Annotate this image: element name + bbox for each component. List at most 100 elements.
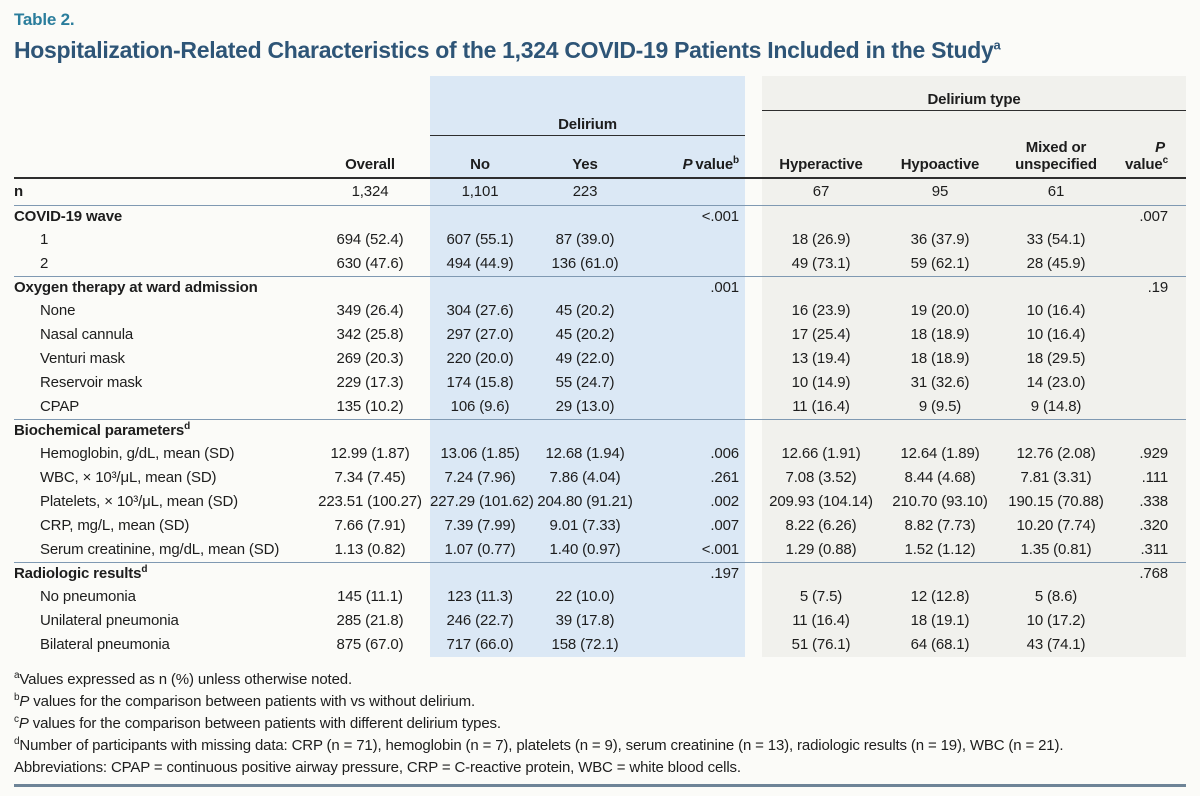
section-label-text: COVID-19 wave [14, 208, 123, 225]
cell-delirium-no: 123 (11.3) [430, 584, 530, 609]
p-italic: P [682, 155, 693, 173]
row-label: Platelets, × 10³/μL, mean (SD) [40, 493, 238, 510]
cell-overall: 7.34 (7.45) [334, 469, 406, 486]
footnote-line: bP values for the comparison between pat… [14, 691, 1186, 713]
cell-mixed-unspecified: 1.35 (0.81) [1000, 537, 1112, 562]
cell-delirium-yes: 7.86 (4.04) [530, 465, 640, 490]
footnote-marker: d [14, 735, 20, 747]
cell-delirium-no: 1,101 [430, 177, 530, 205]
gap-cell [745, 347, 762, 371]
cell-hypoactive: 31 (32.6) [880, 370, 1000, 395]
cell-p-value-b [640, 608, 745, 633]
column-header-hyperactive: Hyperactive [762, 135, 880, 179]
table-row: 1 694 (52.4) 607 (55.1) 87 (39.0) 18 (26.9) 3… [14, 227, 1187, 252]
section-label-text: Biochemical parameters [14, 422, 185, 439]
gap-cell [745, 561, 762, 585]
cell-p-value-b [640, 251, 745, 276]
cell-overall: 229 (17.3) [336, 374, 404, 391]
cell-p-value-c [1112, 394, 1187, 419]
footnote-text: Number of participants with missing data… [19, 736, 1064, 754]
cell-hyperactive: 11 (16.4) [762, 608, 880, 633]
table-row: 2 630 (47.6) 494 (44.9) 136 (61.0) 49 (73.1)… [14, 251, 1187, 277]
cell-delirium-no: 227.29 (101.62) [430, 489, 534, 514]
cell-delirium-no: 297 (27.0) [430, 322, 530, 347]
cell-hyperactive: 18 (26.9) [762, 227, 880, 252]
cell-hyperactive: 12.66 (1.91) [762, 441, 880, 466]
section-header-row: Radiologic resultsd .197 .768 [14, 561, 1187, 585]
header-spacer [14, 111, 430, 136]
p-value-c-superscript: c [1162, 154, 1169, 166]
row-label: Reservoir mask [40, 374, 143, 391]
cell-delirium-yes: 22 (10.0) [530, 584, 640, 609]
cell-delirium-no: 607 (55.1) [430, 227, 530, 252]
row-label: CPAP [40, 398, 80, 415]
cell-hyperactive: 13 (19.4) [762, 346, 880, 371]
cell-delirium-yes: 204.80 (91.21) [530, 489, 640, 514]
row-label: 2 [40, 255, 49, 272]
cell-p-value-c [1112, 251, 1187, 276]
cell-delirium-yes: 223 [530, 177, 640, 205]
gap-cell [745, 323, 762, 347]
cell-mixed-unspecified [1000, 275, 1112, 299]
cell-hypoactive: 210.70 (93.10) [880, 489, 1000, 514]
bottom-rule [14, 783, 1186, 787]
cell-p-value-b [640, 346, 745, 371]
mixed-line1: Mixed or [1025, 138, 1087, 156]
cell-mixed-unspecified: 61 [1000, 177, 1112, 205]
gap-cell [745, 178, 762, 206]
cell-delirium-yes: 39 (17.8) [530, 608, 640, 633]
cell-hyperactive: 10 (14.9) [762, 370, 880, 395]
cell-overall: 285 (21.8) [336, 612, 404, 629]
cell-mixed-unspecified [1000, 418, 1112, 442]
cell-p-value-c [1112, 370, 1187, 395]
cell-delirium-no: 717 (66.0) [430, 632, 530, 657]
cell-hyperactive: 49 (73.1) [762, 251, 880, 276]
p-italic: P [1155, 138, 1166, 156]
cell-overall: 694 (52.4) [336, 231, 404, 248]
page-title-superscript: a [993, 37, 1001, 53]
table-row: Serum creatinine, mg/dL, mean (SD) 1.13 (… [14, 537, 1187, 562]
cell-delirium-yes: 87 (39.0) [530, 227, 640, 252]
cell-overall [310, 418, 430, 442]
cell-hyperactive: 209.93 (104.14) [762, 489, 880, 514]
column-header-label [14, 135, 310, 179]
cell-p-value-b: .007 [640, 513, 745, 538]
cell-hyperactive [762, 418, 880, 442]
cell-hypoactive: 12 (12.8) [880, 584, 1000, 609]
cell-delirium-no: 304 (27.6) [430, 298, 530, 323]
cell-hypoactive [880, 275, 1000, 299]
cell-delirium-yes: 136 (61.0) [530, 251, 640, 276]
row-label: 1 [40, 231, 49, 248]
cell-mixed-unspecified: 10.20 (7.74) [1000, 513, 1112, 538]
cell-overall: 1.13 (0.82) [334, 541, 406, 558]
cell-hypoactive: 9 (9.5) [880, 394, 1000, 419]
cell-hyperactive: 1.29 (0.88) [762, 537, 880, 562]
cell-delirium-yes: 9.01 (7.33) [530, 513, 640, 538]
cell-mixed-unspecified: 14 (23.0) [1000, 370, 1112, 395]
gap-cell [745, 252, 762, 277]
column-header-mixed: Mixed or unspecified [1000, 135, 1112, 179]
cell-p-value-b [640, 227, 745, 252]
header-spacer [14, 76, 430, 111]
cell-p-value-c [1112, 346, 1187, 371]
cell-hyperactive: 8.22 (6.26) [762, 513, 880, 538]
cell-hypoactive: 12.64 (1.89) [880, 441, 1000, 466]
column-header-yes: Yes [530, 135, 640, 179]
section-header-row: Oxygen therapy at ward admission .001 .19 [14, 275, 1187, 299]
cell-mixed-unspecified: 43 (74.1) [1000, 632, 1112, 657]
cell-p-value-b: .001 [640, 275, 745, 299]
cell-hypoactive: 95 [880, 177, 1000, 205]
footnote-line: cP values for the comparison between pat… [14, 713, 1186, 735]
cell-overall: 7.66 (7.91) [334, 517, 406, 534]
footnote-line: dNumber of participants with missing dat… [14, 735, 1186, 757]
p-value-word: value [695, 155, 734, 173]
cell-delirium-no [430, 275, 530, 299]
cell-hyperactive: 16 (23.9) [762, 298, 880, 323]
section-label-superscript: d [141, 564, 148, 575]
cell-hyperactive [762, 275, 880, 299]
cell-p-value-c: .311 [1112, 537, 1187, 562]
table-row: Unilateral pneumonia 285 (21.8) 246 (22.7)… [14, 608, 1187, 633]
cell-mixed-unspecified: 12.76 (2.08) [1000, 441, 1112, 466]
